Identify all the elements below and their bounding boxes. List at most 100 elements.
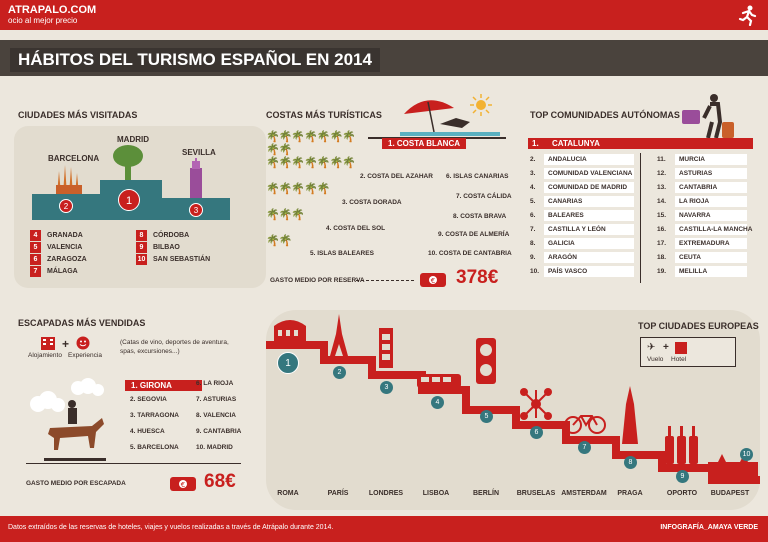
city-label: ROMA	[277, 490, 299, 497]
europa-legend: ✈ + Vuelo Hotel	[640, 337, 736, 367]
svg-text:€: €	[181, 481, 185, 489]
colosseum-icon	[272, 318, 308, 351]
coast-item: 5. ISLAS BALEARES	[310, 250, 374, 257]
costa-first: 1. COSTA BLANCA	[382, 138, 466, 149]
list-item: 4 GRANADA	[30, 230, 87, 242]
ciudades-list-left: 4 GRANADA 5 VALENCIA 6 ZARAGOZA 7 MÁLAGA	[30, 230, 87, 278]
plus-icon: +	[663, 342, 669, 353]
list-item: 13. CANTABRIA	[657, 181, 747, 195]
list-item: 6 ZARAGOZA	[30, 254, 87, 266]
sagrada-familia-icon	[54, 163, 84, 200]
city-rank-1: 1	[277, 352, 299, 374]
plus-icon: +	[62, 337, 70, 351]
palm-tree-icon: 🌴🌴🌴🌴🌴	[266, 183, 330, 195]
section-title-europa: TOP CIUDADES EUROPEAS	[638, 321, 759, 331]
smiley-icon	[76, 336, 90, 355]
svg-text:€: €	[431, 277, 435, 285]
list-item: 5 VALENCIA	[30, 242, 87, 254]
city-label: BERLÍN	[472, 490, 500, 497]
escapadas-spend-label: GASTO MEDIO POR ESCAPADA	[26, 480, 126, 487]
city-rank-5: 5	[480, 410, 493, 423]
comunidades-col2: 11. MURCIA 12. ASTURIAS 13. CANTABRIA 14. LA…	[657, 153, 753, 279]
coast-item: 10. COSTA DE CANTABRIA	[428, 250, 512, 257]
coast-item: 7. COSTA CÁLIDA	[456, 193, 512, 200]
coast-item: 9. COSTA DE ALMERÍA	[438, 231, 510, 238]
coast-item: 3. COSTA DORADA	[342, 199, 402, 206]
icon-label-experiencia: Experiencia	[68, 352, 102, 359]
list-item: 11. MURCIA	[657, 153, 747, 167]
clouds-icon	[26, 378, 106, 419]
list-item: 10. PAÍS VASCO	[530, 265, 634, 279]
divider	[356, 280, 414, 281]
escapadas-col1: 2. SEGOVIA 3. TARRAGONA 4. HUESCA 5. BAR…	[130, 396, 179, 460]
coast-item: 2. COSTA DEL AZAHAR	[360, 173, 433, 180]
list-item: 2. ANDALUCIA	[530, 153, 634, 167]
list-item: 14. LA RIOJA	[657, 195, 747, 209]
brand-logo[interactable]: ATRAPALO.COM	[8, 4, 97, 16]
city-rank-2: 2	[333, 366, 346, 379]
list-item: 4. HUESCA	[130, 428, 165, 435]
palm-tree-icon: 🌴🌴🌴🌴🌴🌴🌴🌴🌴	[266, 131, 356, 156]
traveler-icon	[680, 92, 740, 145]
section-title-costas: COSTAS MÁS TURÍSTICAS	[266, 110, 382, 120]
city-label: PARÍS	[327, 490, 349, 497]
list-item: 7. CASTILLA Y LEÓN	[530, 223, 634, 237]
list-item: 17. EXTREMADURA	[657, 237, 747, 251]
list-item: 7 MÁLAGA	[30, 266, 87, 278]
footer-note: Datos extraídos de las reservas de hotel…	[8, 524, 334, 531]
section-title-ciudades: CIUDADES MÁS VISITADAS	[18, 110, 138, 120]
divider	[26, 463, 241, 464]
phone-booth-icon	[378, 328, 394, 373]
city-label: PRAGA	[617, 490, 643, 497]
icon-label-alojamiento: Alojamiento	[28, 352, 62, 359]
list-item: 8. GALICIA	[530, 237, 634, 251]
divider	[640, 153, 641, 283]
sun-icon	[470, 94, 492, 121]
atomium-icon	[518, 386, 554, 427]
footer-credit: INFOGRAFÍA_AMAYA VERDE	[660, 524, 758, 531]
beach-umbrella-icon	[400, 92, 500, 141]
city-label: LONDRES	[368, 490, 404, 497]
section-title-escapadas: ESCAPADAS MÁS VENDIDAS	[18, 318, 146, 328]
palm-tree-icon: 🌴🌴🌴	[266, 209, 305, 221]
list-item: 3. COMUNIDAD VALENCIANA	[530, 168, 634, 179]
list-item: 8 CÓRDOBA	[136, 230, 210, 242]
podium-rank-3: 3	[189, 203, 203, 217]
list-item: 9 BILBAO	[136, 242, 210, 254]
costas-spend-value: 378€	[456, 267, 499, 288]
costas-spend-label: GASTO MEDIO POR RESERVA	[270, 277, 365, 284]
traffic-light-icon	[476, 338, 496, 389]
comunidades-col1: 2. ANDALUCIA 3. COMUNIDAD VALENCIANA 4. COM…	[530, 153, 634, 279]
horse-rider-icon	[44, 398, 106, 469]
escapada-first: 1. GIRONA	[125, 380, 202, 391]
city-rank-3: 3	[380, 381, 393, 394]
palm-tree-icon: 🌴🌴	[266, 235, 292, 247]
section-title-comunidades: TOP COMUNIDADES AUTÓNOMAS	[530, 110, 680, 120]
escapadas-col2: 6. LA RIOJA 7. ASTURIAS 8. VALENCIA 9. C…	[196, 380, 241, 460]
podium-label-1: MADRID	[117, 135, 149, 144]
list-item: 6. BALEARES	[530, 209, 634, 223]
podium-rank-1: 1	[118, 189, 140, 211]
tree-icon	[110, 144, 146, 187]
city-label: LISBOA	[422, 490, 450, 497]
escapadas-spend-value: 68€	[204, 471, 236, 492]
coast-item: 4. COSTA DEL SOL	[326, 225, 386, 232]
podium-label-3: SEVILLA	[182, 148, 216, 157]
plane-icon: ✈	[647, 342, 656, 353]
list-item: 12. ASTURIAS	[657, 167, 747, 181]
building-icon	[40, 336, 56, 355]
list-item: 4. COMUNIDAD DE MADRID	[530, 181, 634, 195]
city-rank-10: 10	[740, 448, 753, 461]
city-rank-6: 6	[530, 426, 543, 439]
brand-tagline: ocio al mejor precio	[8, 16, 78, 25]
wine-bottles-icon	[664, 424, 700, 469]
list-item: 16. CASTILLA-LA MANCHA	[657, 224, 753, 235]
legend-vuelo: Vuelo	[647, 356, 664, 363]
city-label: BUDAPEST	[710, 490, 750, 497]
running-man-icon	[736, 4, 758, 27]
church-icon	[618, 386, 642, 449]
list-item: 5. CANARIAS	[530, 195, 634, 209]
eiffel-tower-icon	[330, 314, 348, 361]
comunidad-first: 1. CATALUNYA	[528, 138, 753, 149]
list-item: 9. ARAGÓN	[530, 251, 634, 265]
